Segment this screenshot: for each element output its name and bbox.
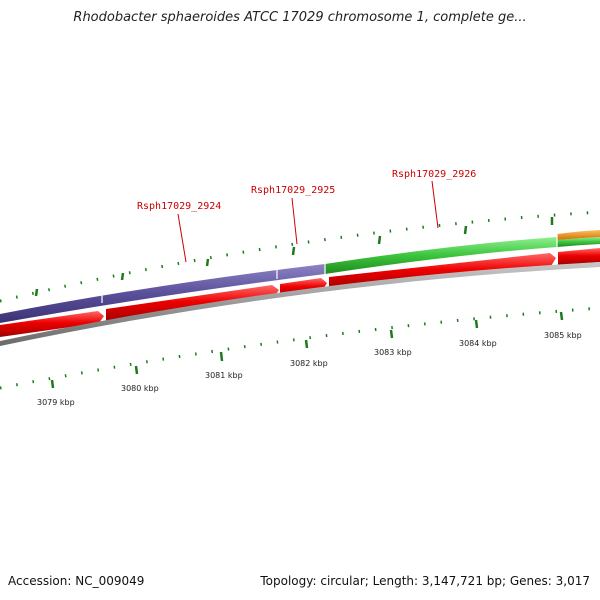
gene-labels: Rsph17029_2924 Rsph17029_2925 Rsph17029_…: [137, 169, 476, 263]
kbp-label: 3079 kbp: [37, 398, 75, 407]
tick-ring-upper: [0, 210, 600, 303]
cds-orange-segment[interactable]: [557, 230, 600, 240]
tick-ring-lower: [0, 306, 600, 390]
map-title: Rhodobacter sphaeroides ATCC 17029 chrom…: [73, 10, 527, 25]
gene-label[interactable]: Rsph17029_2925: [251, 185, 335, 196]
kbp-label: 3082 kbp: [290, 359, 328, 368]
leader-line: [431, 180, 439, 229]
gene-label[interactable]: Rsph17029_2924: [137, 201, 221, 212]
kbp-label: 3081 kbp: [205, 371, 243, 380]
gene-arrow[interactable]: [0, 311, 104, 337]
backbone-line: [0, 262, 600, 346]
kbp-label: 3085 kbp: [544, 331, 582, 340]
kbp-labels: 3079 kbp 3080 kbp 3081 kbp 3082 kbp 3083…: [37, 331, 582, 407]
leader-line: [177, 213, 187, 263]
accession-text: Accession: NC_009049: [8, 574, 145, 588]
kbp-label: 3083 kbp: [374, 348, 412, 357]
cds-track: [0, 230, 600, 323]
cds-green-segment-right[interactable]: [557, 237, 600, 247]
cds-green-segment[interactable]: [325, 237, 557, 274]
topology-summary: Topology: circular; Length: 3,147,721 bp…: [260, 574, 590, 588]
cds-purple-segment[interactable]: [0, 264, 325, 323]
kbp-label: 3080 kbp: [121, 384, 159, 393]
kbp-label: 3084 kbp: [459, 339, 497, 348]
leader-line: [291, 197, 298, 245]
gene-label[interactable]: Rsph17029_2926: [392, 169, 476, 180]
gene-arrow[interactable]: [558, 248, 600, 265]
